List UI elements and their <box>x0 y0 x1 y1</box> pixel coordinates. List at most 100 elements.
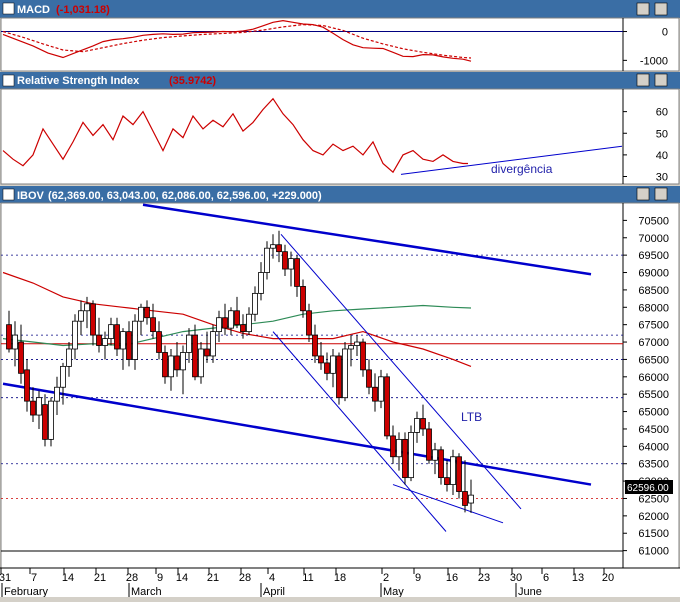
candle-body <box>138 306 144 322</box>
candle-body <box>324 362 330 374</box>
candle-body <box>204 348 210 357</box>
price-tick-label: 64000 <box>638 441 669 453</box>
price-minimize-button[interactable] <box>636 187 650 201</box>
candle-body <box>12 334 18 350</box>
ltb-annotation: LTB <box>461 410 482 424</box>
rsi-close-button[interactable] <box>654 73 668 87</box>
candle-body <box>234 310 240 326</box>
macd-panel-icon <box>2 2 15 15</box>
x-day-label: 9 <box>415 572 421 584</box>
candle-body <box>264 247 270 273</box>
x-month-label: June <box>518 586 542 597</box>
price-tick-label: 70000 <box>638 233 669 245</box>
x-day-label: 6 <box>543 572 549 584</box>
candle-body <box>444 477 450 485</box>
rsi-value: (35.9742) <box>169 75 216 87</box>
candle-body <box>36 397 42 416</box>
price-title: IBOV <box>17 190 45 202</box>
candle-body <box>300 286 306 312</box>
rsi-plot: 30 40 50 60 <box>2 97 668 184</box>
candle-body <box>396 438 402 458</box>
candle-body <box>60 365 66 388</box>
price-trendline <box>280 233 522 510</box>
candle-body <box>468 494 474 504</box>
price-tick-label: 67000 <box>638 337 669 349</box>
rsi-plot-area <box>0 88 680 185</box>
candle-body <box>336 355 342 399</box>
candle-body <box>288 258 294 270</box>
candle-body <box>372 386 378 402</box>
price-trendline <box>392 484 504 524</box>
x-day-label: 30 <box>510 572 522 584</box>
price-trendline <box>142 203 592 276</box>
price-tick-label: 66000 <box>638 372 669 384</box>
macd-title-bar <box>0 0 680 18</box>
price-tick-label: 61000 <box>638 546 669 558</box>
x-axis-labels: 31 7 14 21 28 9 14 21 28 4 11 18 2 9 16 23 30 6 13 20 Februa… <box>0 568 614 598</box>
candle-body <box>114 324 120 350</box>
candle-body <box>330 355 336 374</box>
rsi-tick-label: 40 <box>656 150 668 162</box>
candle-body <box>174 355 180 371</box>
x-month-label: April <box>263 586 285 597</box>
rsi-minimize-button[interactable] <box>636 73 650 87</box>
macd-value: (-1,031.18) <box>56 4 110 16</box>
candle-body <box>18 341 24 374</box>
price-tick-label: 65000 <box>638 407 669 419</box>
last-price-label: 62596.00 <box>627 483 669 494</box>
macd-plot-area <box>0 17 680 72</box>
macd-plot: 0 -1000 <box>1 19 668 67</box>
price-ohlc-value: (62,369.00, 63,043.00, 62,086.00, 62,596… <box>48 190 322 202</box>
x-day-label: 21 <box>207 572 219 584</box>
price-panel: IBOV (62,369.00, 63,043.00, 62,086.00, 6… <box>0 186 680 569</box>
candle-body <box>282 251 288 270</box>
candle-body <box>306 310 312 336</box>
x-day-label: 16 <box>446 572 458 584</box>
x-day-label: 28 <box>239 572 251 584</box>
candle-body <box>222 317 228 329</box>
x-day-label: 7 <box>31 572 37 584</box>
price-tick-label: 69000 <box>638 268 669 280</box>
candle-body <box>162 352 168 378</box>
price-tick-label: 62500 <box>638 493 669 505</box>
candle-body <box>48 400 54 440</box>
x-day-label: 11 <box>302 572 313 584</box>
candle-body <box>180 352 186 371</box>
price-title-bar <box>0 186 680 203</box>
price-close-button[interactable] <box>654 187 668 201</box>
candle-body <box>438 449 444 479</box>
price-tick-label: 70500 <box>638 215 669 227</box>
price-tick-label: 63500 <box>638 459 669 471</box>
candle-body <box>462 491 468 506</box>
last-price-marker <box>625 480 673 494</box>
candle-body <box>150 317 156 333</box>
candle-body <box>360 341 366 371</box>
rsi-panel-icon <box>2 74 15 87</box>
x-day-label: 21 <box>94 572 106 584</box>
candle-body <box>414 418 420 433</box>
macd-minimize-button[interactable] <box>636 2 650 16</box>
candle-body <box>342 348 348 399</box>
price-tick-label: 64500 <box>638 424 669 436</box>
candle-body <box>378 376 384 402</box>
candle-body <box>126 331 132 360</box>
rsi-tick-label: 60 <box>656 107 668 119</box>
price-tick-label: 67500 <box>638 320 669 332</box>
macd-tick-label: 0 <box>662 27 668 39</box>
candle-body <box>120 331 126 350</box>
candle-body <box>366 369 372 388</box>
candle-body <box>90 303 96 336</box>
macd-close-button[interactable] <box>654 2 668 16</box>
x-day-label: 9 <box>157 572 163 584</box>
x-day-label: 2 <box>383 572 389 584</box>
macd-tick-label: -1000 <box>640 55 668 67</box>
candle-body <box>216 317 222 333</box>
candle-body <box>456 456 462 492</box>
price-tick-label: 69500 <box>638 250 669 262</box>
candle-body <box>228 310 234 329</box>
candle-body <box>348 345 354 350</box>
candle-body <box>432 449 438 461</box>
candle-body <box>276 244 282 253</box>
candle-body <box>312 334 318 357</box>
